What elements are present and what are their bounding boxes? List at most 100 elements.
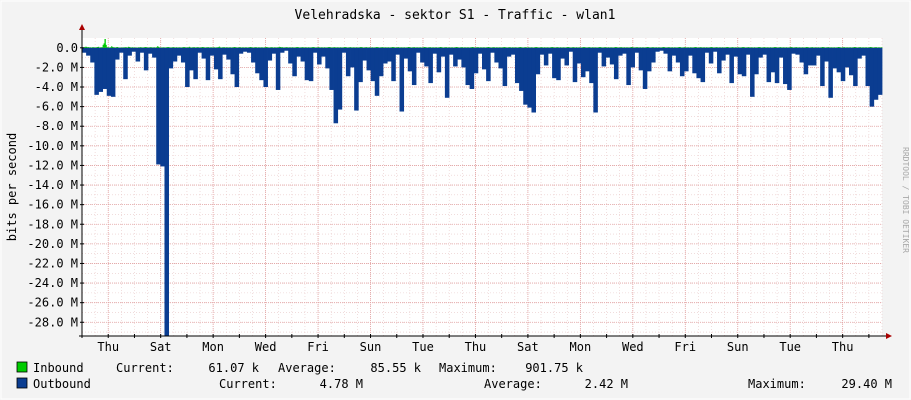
bar-outbound bbox=[506, 47, 512, 57]
bar-outbound bbox=[514, 47, 520, 84]
bar-outbound bbox=[576, 47, 582, 64]
bar-outbound bbox=[774, 47, 780, 84]
bar-inbound bbox=[498, 47, 501, 49]
bar-inbound bbox=[858, 47, 860, 49]
bar-outbound bbox=[218, 47, 223, 80]
bar-outbound bbox=[325, 47, 330, 69]
bar-outbound bbox=[189, 47, 194, 71]
bar-inbound bbox=[562, 47, 564, 49]
bar-outbound bbox=[193, 47, 198, 80]
bar-outbound bbox=[667, 47, 673, 72]
legend-outbound-current: 4.78 M bbox=[320, 377, 363, 391]
bar-inbound bbox=[821, 47, 823, 49]
bar-inbound bbox=[810, 47, 813, 49]
bar-outbound bbox=[498, 47, 504, 69]
x-tick-label: Thu bbox=[465, 340, 487, 354]
bar-inbound bbox=[504, 47, 506, 49]
bar-inbound bbox=[448, 47, 450, 49]
bar-inbound bbox=[97, 46, 100, 48]
bar-inbound bbox=[364, 47, 367, 49]
bar-outbound bbox=[82, 47, 87, 53]
axes-layer bbox=[79, 24, 892, 339]
bar-inbound bbox=[849, 47, 851, 49]
y-tick-label: -20.0 M bbox=[27, 237, 78, 251]
bar-outbound bbox=[333, 47, 339, 124]
bar-outbound bbox=[147, 47, 153, 54]
bar-inbound bbox=[435, 47, 437, 49]
bar-inbound bbox=[112, 47, 115, 49]
bar-inbound bbox=[192, 47, 194, 49]
bar-inbound bbox=[178, 47, 180, 49]
bar-outbound bbox=[688, 47, 693, 56]
y-tick-label: 0.0 bbox=[56, 41, 78, 55]
bar-inbound bbox=[242, 47, 244, 49]
bar-outbound bbox=[820, 47, 825, 87]
bar-inbound bbox=[106, 47, 108, 49]
bar-outbound bbox=[580, 47, 586, 78]
bar-inbound bbox=[477, 47, 479, 49]
bar-outbound bbox=[337, 47, 343, 110]
bar-outbound bbox=[312, 47, 318, 53]
bar-inbound bbox=[826, 47, 829, 49]
bar-outbound bbox=[832, 47, 838, 69]
bar-inbound bbox=[705, 47, 708, 49]
bar-outbound bbox=[288, 47, 293, 64]
bar-inbound bbox=[157, 46, 160, 48]
bar-inbound bbox=[96, 47, 99, 48]
bar-inbound bbox=[470, 47, 473, 49]
bar-outbound bbox=[317, 47, 322, 65]
bar-outbound bbox=[630, 47, 635, 68]
bar-inbound bbox=[168, 47, 170, 49]
bar-outbound bbox=[444, 47, 450, 98]
bar-inbound bbox=[93, 47, 95, 49]
bar-inbound bbox=[556, 47, 558, 49]
bar-inbound bbox=[811, 47, 814, 49]
bar-inbound bbox=[806, 47, 808, 48]
bar-inbound bbox=[594, 47, 596, 49]
bar-outbound bbox=[791, 47, 796, 54]
bar-inbound bbox=[683, 47, 685, 49]
bar-outbound bbox=[758, 47, 763, 58]
bar-inbound bbox=[769, 47, 771, 49]
bar-inbound bbox=[172, 47, 175, 49]
bar-outbound bbox=[560, 47, 565, 59]
bar-inbound bbox=[687, 47, 689, 49]
bar-outbound bbox=[547, 47, 553, 54]
bar-outbound bbox=[585, 47, 590, 72]
bar-outbound bbox=[712, 47, 718, 52]
bar-inbound bbox=[550, 47, 552, 49]
bar-inbound bbox=[719, 47, 721, 49]
bar-inbound bbox=[878, 47, 880, 49]
legend-outbound-maximum-label: Maximum: bbox=[748, 377, 806, 391]
bar-inbound bbox=[96, 47, 98, 49]
bar-outbound bbox=[646, 47, 652, 72]
bar-outbound bbox=[696, 47, 701, 79]
bar-inbound bbox=[304, 47, 307, 49]
bar-inbound bbox=[455, 47, 458, 48]
bar-outbound bbox=[539, 47, 545, 55]
bar-outbound bbox=[213, 47, 219, 70]
bar-inbound bbox=[103, 43, 105, 48]
bar-outbound bbox=[684, 47, 689, 72]
bar-inbound bbox=[144, 47, 147, 48]
bar-outbound bbox=[531, 47, 536, 113]
bar-inbound bbox=[583, 47, 585, 48]
bar-outbound bbox=[383, 47, 388, 64]
bar-outbound bbox=[840, 47, 846, 82]
bar-outbound bbox=[449, 47, 454, 55]
bar-outbound bbox=[857, 47, 862, 59]
chart-title: Velehradska - sektor S1 - Traffic - wlan… bbox=[295, 8, 616, 23]
legend-label-inbound: Inbound bbox=[33, 361, 84, 375]
bar-inbound bbox=[591, 47, 593, 49]
x-tick-labels: Thu Sat Mon Wed Fri Sun Tue Thu Sat Mon Wed Fri Sun T… bbox=[97, 340, 853, 354]
bar-outbound bbox=[321, 47, 326, 57]
bar-inbound bbox=[464, 47, 466, 49]
rrdtool-credit: RRDTOOL / TOBI OETIKER bbox=[901, 147, 910, 253]
legend-outbound-average-label: Average: bbox=[484, 377, 542, 391]
bar-outbound bbox=[395, 47, 400, 55]
bar-inbound bbox=[248, 47, 251, 49]
bar-inbound bbox=[296, 47, 298, 48]
bar-inbound bbox=[454, 47, 457, 49]
x-tick-label: Sat bbox=[150, 340, 172, 354]
